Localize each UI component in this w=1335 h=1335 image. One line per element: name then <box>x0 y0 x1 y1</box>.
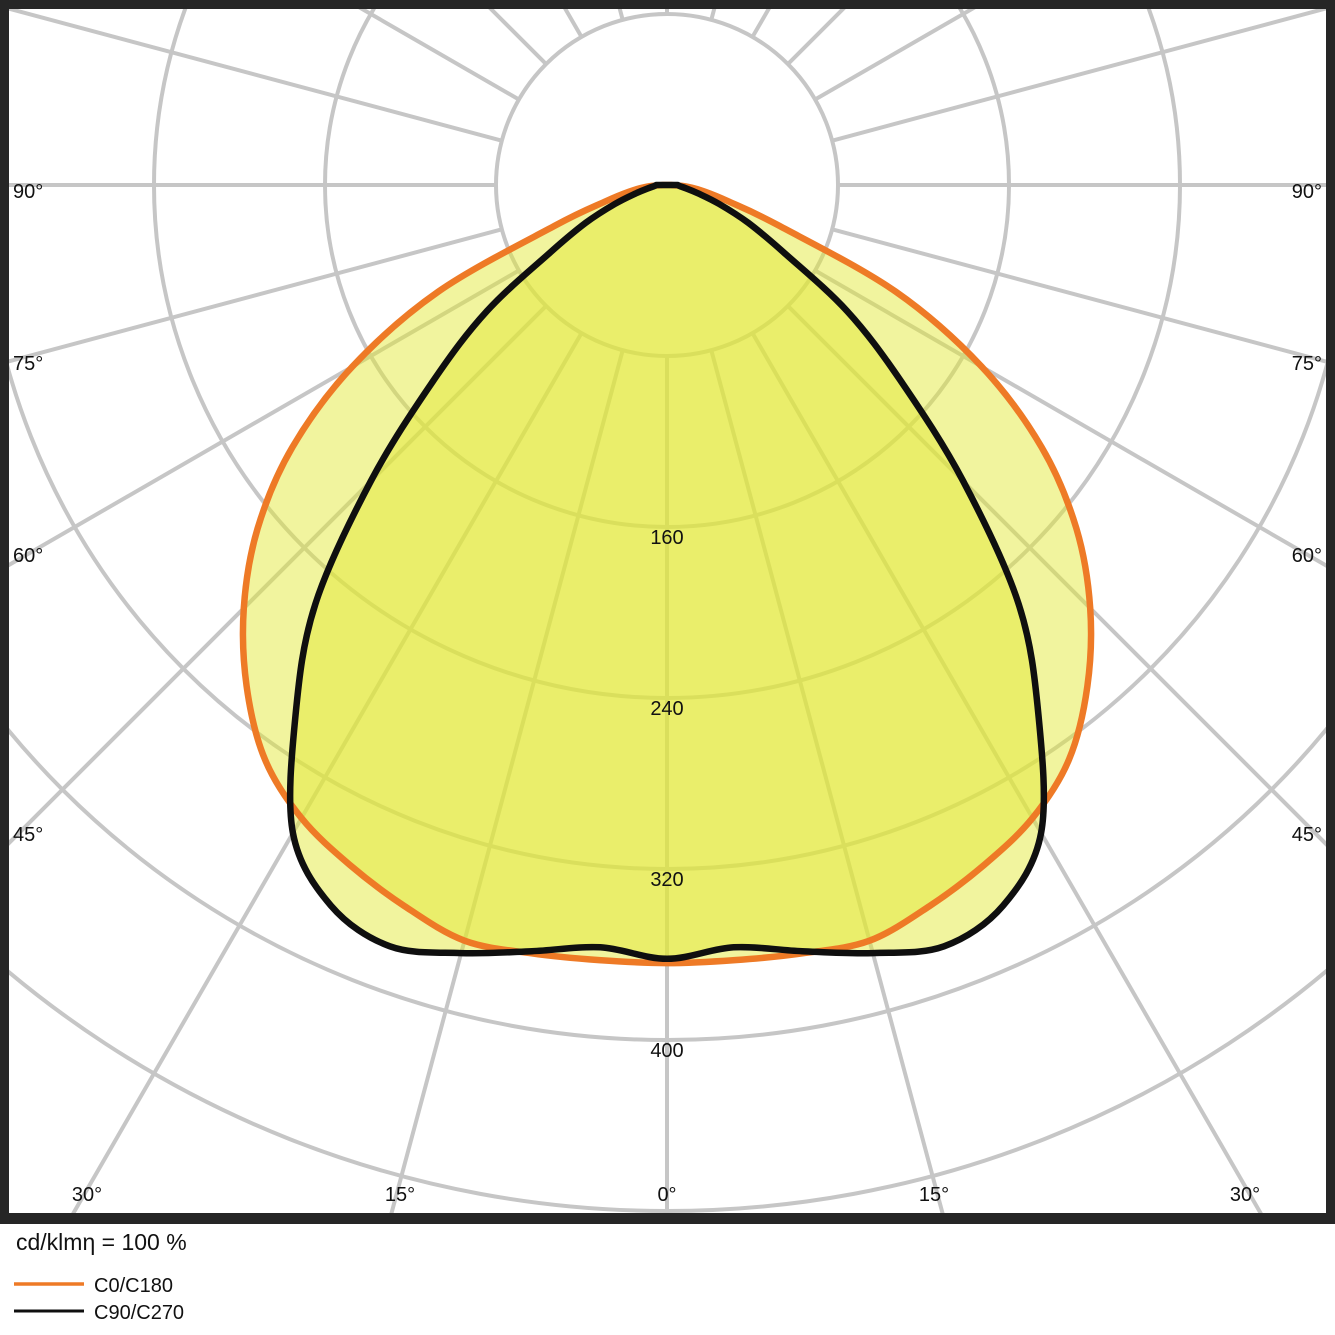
angle-label-bottom: 15° <box>385 1184 415 1206</box>
grid-spoke-240 <box>358 9 520 102</box>
grid-spoke-135 <box>786 9 846 66</box>
radial-tick-label: 240 <box>650 698 683 720</box>
grid-spoke-120 <box>814 9 976 102</box>
grid-spoke-300 <box>9 268 520 568</box>
angle-label-bottom: 30° <box>72 1184 102 1206</box>
grid-spoke-285 <box>9 227 503 364</box>
frame-right <box>1326 0 1335 1224</box>
angle-label-right: 75° <box>1292 353 1322 375</box>
radial-tick-label: 320 <box>650 869 683 891</box>
grid-spoke-60 <box>814 268 1326 568</box>
beam-fill-c90-c270 <box>290 185 1044 959</box>
frame-left <box>0 0 9 1224</box>
angle-label-left: 75° <box>13 353 43 375</box>
grid-spoke-330 <box>70 332 584 1214</box>
grid-spoke-30 <box>750 332 1264 1214</box>
legend: cd/klmη = 100 % C0/C180 C90/C270 <box>14 1229 187 1324</box>
legend-title: cd/klmη = 100 % <box>16 1229 187 1255</box>
beam-curves <box>239 181 1095 967</box>
grid-spoke-75 <box>831 227 1326 364</box>
grid-spoke-15 <box>709 349 945 1214</box>
legend-label-c0-c180: C0/C180 <box>94 1275 173 1297</box>
beam-fills <box>242 185 1092 964</box>
radial-tick-label: 400 <box>650 1040 683 1062</box>
frame-bottom <box>0 1213 1335 1224</box>
angle-label-left: 90° <box>13 181 43 203</box>
angle-label-bottom: 0° <box>657 1184 676 1206</box>
legend-label-c90-c270: C90/C270 <box>94 1302 184 1324</box>
angle-label-bottom: 15° <box>919 1184 949 1206</box>
grid-spoke-105 <box>831 9 1326 143</box>
radial-tick-label: 160 <box>650 527 683 549</box>
beam-curve-c90-c270 <box>286 181 1048 963</box>
grid-spoke-225 <box>488 9 548 66</box>
beam-fill-c0-c180 <box>242 185 1092 964</box>
radial-tick-labels: 160 240 320 400 <box>650 527 683 1062</box>
grid-spoke-255 <box>9 9 503 143</box>
angle-labels: 90° 75° 60° 45° 90° 75° 60° 45° 30° 15° 0° 15° 30° <box>13 181 1322 1206</box>
chart-frame <box>0 0 1335 1224</box>
frame-top <box>0 0 1335 9</box>
angle-label-left: 60° <box>13 545 43 567</box>
grid-spoke-345 <box>389 349 625 1214</box>
angle-label-bottom: 30° <box>1230 1184 1260 1206</box>
angle-label-right: 45° <box>1292 824 1322 846</box>
angle-label-left: 45° <box>13 824 43 846</box>
beam-curve-c0-c180 <box>239 181 1095 967</box>
angle-label-right: 60° <box>1292 545 1322 567</box>
angle-label-right: 90° <box>1292 181 1322 203</box>
